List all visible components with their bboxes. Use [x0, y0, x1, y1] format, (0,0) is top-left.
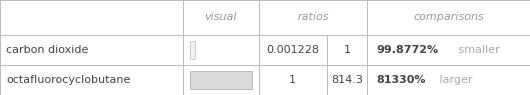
Text: smaller: smaller — [455, 45, 500, 55]
Text: 1: 1 — [289, 75, 296, 85]
Text: ratios: ratios — [297, 12, 329, 22]
Text: octafluorocyclobutane: octafluorocyclobutane — [6, 75, 131, 85]
Bar — [190, 71, 252, 89]
Text: larger: larger — [436, 75, 472, 85]
Text: 0.001228: 0.001228 — [266, 45, 319, 55]
Bar — [190, 41, 195, 59]
Text: 99.8772%: 99.8772% — [377, 45, 439, 55]
Text: 1: 1 — [343, 45, 351, 55]
Text: 81330%: 81330% — [377, 75, 426, 85]
Text: 814.3: 814.3 — [331, 75, 363, 85]
Text: comparisons: comparisons — [413, 12, 484, 22]
Text: carbon dioxide: carbon dioxide — [6, 45, 89, 55]
Text: visual: visual — [205, 12, 237, 22]
